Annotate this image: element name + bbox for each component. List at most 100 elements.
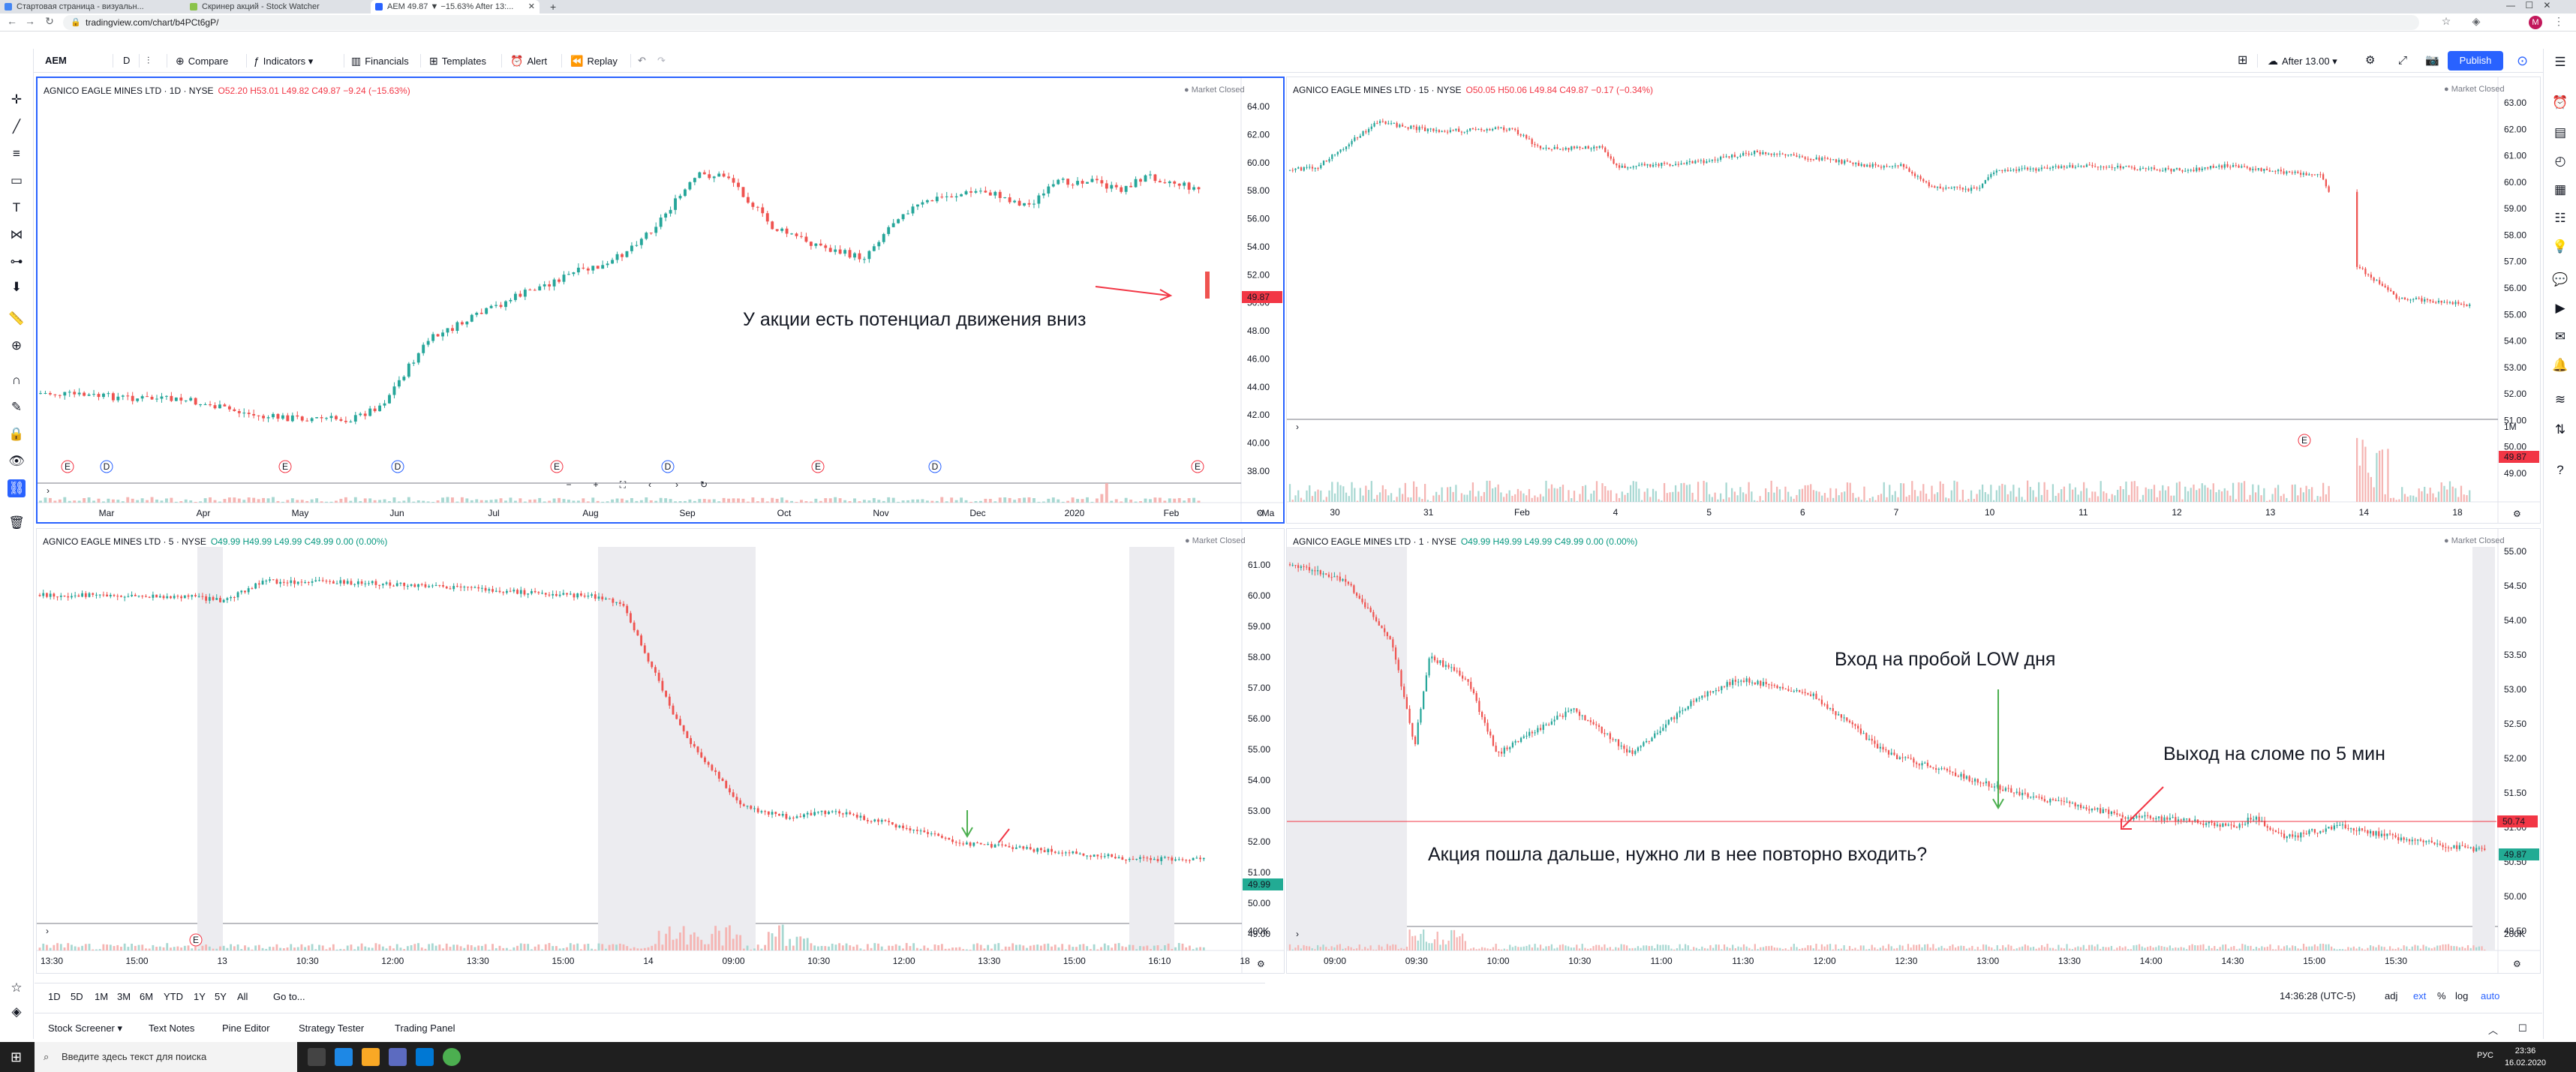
object-tree-icon[interactable]: ◈ xyxy=(11,1004,22,1019)
daily-chart-canvas[interactable]: 64.0062.0060.0058.0056.0054.0052.0050.00… xyxy=(38,78,1283,522)
news-icon[interactable]: ☷ xyxy=(2554,211,2566,225)
alerts-clock-icon[interactable]: ⏰ xyxy=(2552,95,2568,110)
star-icon[interactable]: ☆ xyxy=(2441,15,2451,27)
alert-button[interactable]: ⏰ Alert xyxy=(510,49,547,73)
new-tab-button[interactable]: + xyxy=(550,1,557,13)
ruler-icon[interactable]: 📏 xyxy=(8,311,25,326)
chart-pane-5min[interactable]: 61.00 60.00 59.00 58.00 57.00 56.00 55.00 54.00… xyxy=(36,528,1285,974)
reload-icon[interactable]: ↻ xyxy=(45,15,54,27)
adj-toggle[interactable]: adj xyxy=(2385,990,2398,1001)
eye-icon[interactable]: 👁 xyxy=(8,454,25,468)
depth-of-market-icon[interactable]: ⇅ xyxy=(2554,422,2566,437)
trend-line-icon[interactable]: ╱ xyxy=(12,119,21,134)
annotation-question[interactable]: Акция пошла дальше, нужно ли в нее повто… xyxy=(1428,844,1928,865)
indicators-button[interactable]: ƒ Indicators ▾ xyxy=(254,49,313,73)
menu-dots-icon[interactable]: ⋮ xyxy=(2553,15,2564,27)
ext-toggle[interactable]: ext xyxy=(2413,990,2427,1001)
file-explorer-icon[interactable] xyxy=(362,1048,380,1066)
compare-button[interactable]: ⊕ Compare xyxy=(176,49,228,73)
play-circle-icon[interactable]: ⊙ xyxy=(2517,53,2529,68)
pattern-tool-icon[interactable]: ⋈ xyxy=(10,227,23,242)
forecast-tool-icon[interactable]: ⊶ xyxy=(10,254,23,269)
watchlist-icon[interactable]: ☰ xyxy=(2554,55,2566,69)
tab-text-notes[interactable]: Text Notes xyxy=(149,1022,195,1034)
1min-chart-canvas[interactable]: 55.0054.5054.0053.5053.0052.5052.0051.50… xyxy=(1287,529,2540,973)
chart-pane-1min[interactable]: 55.00 54.50 54.00 53.50 53.00 52.50 52.00 51.50… xyxy=(1286,528,2541,974)
symbol-search[interactable]: AEM xyxy=(45,55,67,66)
task-view-icon[interactable] xyxy=(308,1048,326,1066)
close-tab-icon[interactable]: ✕ xyxy=(528,2,535,11)
range-ytd[interactable]: YTD xyxy=(164,991,183,1002)
chart-pane-daily[interactable]: 64.0062.0060.0058.0056.0054.0052.0050.00… xyxy=(36,77,1285,524)
percent-toggle[interactable]: % xyxy=(2437,990,2446,1001)
calendar-icon[interactable]: ▦ xyxy=(2553,182,2567,197)
browser-tab-1[interactable]: Стартовая страница - визуальн... xyxy=(0,0,184,14)
range-3m[interactable]: 3M xyxy=(117,991,131,1002)
chart-pane-15min[interactable]: 63.00 62.00 61.00 60.00 59.00 58.00 57.00 56.00… xyxy=(1286,77,2541,524)
notifications-bell-icon[interactable]: 🔔 xyxy=(2552,358,2568,372)
taskbar-search[interactable]: ⌕ Введите здесь текст для поиска xyxy=(35,1042,297,1072)
range-1d[interactable]: 1D xyxy=(48,991,61,1002)
browser-tab-2[interactable]: Скринер акций - Stock Watcher xyxy=(185,0,369,14)
annotation-exit[interactable]: Выход на сломе по 5 мин xyxy=(2163,743,2385,764)
private-chat-icon[interactable]: ✉ xyxy=(2554,329,2566,344)
trash-icon[interactable]: 🗑 xyxy=(8,515,25,530)
maximize-panel-icon[interactable]: ☐ xyxy=(2518,1022,2527,1034)
tab-stock-screener[interactable]: Stock Screener ▾ xyxy=(48,1022,123,1034)
store-icon[interactable] xyxy=(389,1048,407,1066)
range-all[interactable]: All xyxy=(237,991,248,1002)
auto-toggle[interactable]: auto xyxy=(2481,990,2500,1001)
data-window-icon[interactable]: ▤ xyxy=(2553,125,2567,140)
forward-icon[interactable]: → xyxy=(25,15,35,27)
financials-button[interactable]: ▥ Financials xyxy=(351,49,409,73)
windows-start-icon[interactable]: ⊞ xyxy=(11,1049,23,1064)
range-1y[interactable]: 1Y xyxy=(194,991,206,1002)
fib-retracement-icon[interactable]: ≡ xyxy=(13,146,20,161)
replay-button[interactable]: ⏪ Replay xyxy=(570,49,618,73)
favorites-star-icon[interactable]: ☆ xyxy=(11,980,23,995)
publish-button[interactable]: Publish xyxy=(2448,51,2503,71)
range-5y[interactable]: 5Y xyxy=(215,991,227,1002)
range-6m[interactable]: 6M xyxy=(140,991,154,1002)
help-icon[interactable]: ? xyxy=(2556,463,2564,477)
settings-gear-icon[interactable]: ⚙ xyxy=(2365,54,2376,67)
url-field[interactable]: 🔒 tradingview.com/chart/b4PCt6gP/ xyxy=(63,15,2419,30)
input-language[interactable]: РУС xyxy=(2476,1051,2493,1060)
15min-chart-canvas[interactable]: 63.0062.0061.0060.0059.0058.0057.0056.00… xyxy=(1287,77,2540,523)
ideas-bulb-icon[interactable]: 💡 xyxy=(2552,239,2568,254)
camera-icon[interactable]: 📷 xyxy=(2425,54,2439,67)
interval-button[interactable]: D xyxy=(123,55,131,66)
rectangle-tool-icon[interactable]: ▭ xyxy=(10,173,23,188)
mail-icon[interactable] xyxy=(416,1048,434,1066)
crosshair-icon[interactable]: ✛ xyxy=(11,92,23,107)
session-button[interactable]: ☁ After 13.00 ▾ xyxy=(2268,49,2337,73)
clock-time[interactable]: 14:36:28 (UTC-5) xyxy=(2280,990,2356,1001)
extension-icon[interactable]: ◈ xyxy=(2472,15,2481,27)
lock-drawings-icon[interactable]: 🔒 xyxy=(8,427,25,441)
5min-chart-canvas[interactable]: 61.0060.0059.0058.0057.0056.0055.0054.00… xyxy=(37,529,1284,973)
arrow-down-icon[interactable]: ⬇ xyxy=(11,280,23,294)
text-tool-icon[interactable]: T xyxy=(12,200,21,215)
hotlist-icon[interactable]: ◴ xyxy=(2554,154,2566,168)
annotation-down-potential[interactable]: У акции есть потенциал движения вниз xyxy=(743,309,1087,330)
streams-icon[interactable]: ▶ xyxy=(2555,301,2565,315)
system-clock[interactable]: 23:36 16.02.2020 xyxy=(2505,1045,2546,1069)
annotation-entry[interactable]: Вход на пробой LOW дня xyxy=(1835,649,2056,670)
magnet-icon[interactable]: ∩ xyxy=(11,373,22,387)
goto-date-button[interactable]: Go to... xyxy=(273,991,305,1002)
chrome-icon[interactable] xyxy=(443,1048,461,1066)
collapse-panel-icon[interactable]: ︿ xyxy=(2488,1025,2499,1036)
fullscreen-icon[interactable]: ⤢ xyxy=(2398,54,2408,67)
back-icon[interactable]: ← xyxy=(7,15,17,27)
profile-avatar[interactable]: M xyxy=(2529,16,2542,29)
redo-icon[interactable]: ↷ xyxy=(657,55,666,66)
order-panel-icon[interactable]: ≋ xyxy=(2554,392,2566,407)
templates-button[interactable]: ⊞ Templates xyxy=(429,49,486,73)
browser-tab-3[interactable]: AEM 49.87 ▼ −15.63% After 13:... ✕ xyxy=(371,0,540,14)
edge-browser-icon[interactable] xyxy=(335,1048,353,1066)
chat-icon[interactable]: 💬 xyxy=(2552,272,2568,287)
zoom-in-icon[interactable]: ⊕ xyxy=(11,338,23,353)
range-1m[interactable]: 1M xyxy=(95,991,109,1002)
layout-icon[interactable]: ⊞ xyxy=(2238,54,2248,67)
window-controls[interactable]: — ☐ ✕ xyxy=(2506,0,2551,11)
